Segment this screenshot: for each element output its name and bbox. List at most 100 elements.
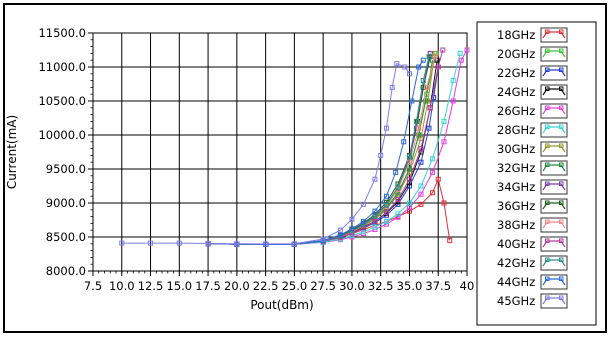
data-point-28ghz [429,156,435,162]
legend-swatch-marker [545,200,550,205]
legend-label: 36GHz [497,199,535,213]
legend-swatch-marker [559,200,564,205]
legend-swatch-marker [559,29,564,34]
legend-swatch-marker [559,181,564,186]
legend-swatch-line [542,259,566,267]
data-point-38ghz [424,84,430,90]
x-tick-label: 7.5 [84,279,102,293]
legend-swatch-line [542,183,566,191]
legend-swatch-marker [545,143,550,148]
series-line-45ghz [121,62,410,245]
legend-item-20ghz: 20GHz [497,46,568,62]
series-45ghz [119,61,412,247]
data-point-26ghz [458,57,464,63]
data-point-45ghz [148,240,154,246]
legend-item-40ghz: 40GHz [497,236,568,252]
data-point-28ghz [450,78,456,84]
data-point-42ghz [426,54,432,60]
legend-item-34ghz: 34GHz [497,179,568,195]
data-point-45ghz [119,240,125,246]
legend-swatch-marker [559,124,564,129]
legend-swatch-marker [559,86,564,91]
data-point-18ghz [418,201,424,207]
data-point-44ghz [360,218,366,224]
legend-item-26ghz: 26GHz [497,103,568,119]
data-point-45ghz [291,241,297,247]
legend-swatch-marker [559,295,564,300]
legend-item-36ghz: 36GHz [497,198,568,214]
data-point-44ghz [372,208,378,214]
data-point-28ghz [418,183,424,189]
y-tick-label: 11500.0 [38,26,86,40]
legend-swatch-marker [545,295,550,300]
data-point-26ghz [464,47,470,53]
legend-swatch-line [542,69,566,77]
legend-item-32ghz: 32GHz [497,160,568,176]
data-point-42ghz [395,184,401,190]
data-point-36ghz [420,84,426,90]
legend-label: 28GHz [497,123,535,137]
data-point-40ghz [360,225,366,231]
legend-swatch-line [542,50,566,58]
y-tick-label: 8500.0 [46,230,86,244]
legend-swatch-marker [559,238,564,243]
x-tick-label: 37.5 [425,279,451,293]
data-point-44ghz [409,98,415,104]
x-tick-label: 17.5 [195,279,221,293]
axis-labels: Pout(dBm) Current(mA) [5,115,314,312]
legend-label: 24GHz [497,85,535,99]
legend-label: 44GHz [497,275,535,289]
data-point-45ghz [320,236,326,242]
data-point-45ghz [263,241,269,247]
y-tick-label: 10000.0 [38,128,86,142]
legend-item-28ghz: 28GHz [497,122,568,138]
data-point-28ghz [395,211,401,217]
plot-area [92,32,468,272]
legend-swatch-marker [545,238,550,243]
x-axis-label: Pout(dBm) [250,298,313,312]
data-point-42ghz [420,78,426,84]
data-point-45ghz [402,64,408,70]
y-tick-label: 11000.0 [38,60,86,74]
data-point-45ghz [349,216,355,222]
legend-swatch-marker [559,143,564,148]
x-tick-label: 30.0 [339,279,365,293]
data-point-40ghz [395,197,401,203]
data-point-26ghz [395,214,401,220]
data-point-26ghz [450,98,456,104]
data-point-42ghz [413,118,419,124]
legend-item-22ghz: 22GHz [497,65,568,81]
legend-label: 45GHz [497,294,535,308]
data-point-18ghz [447,237,453,243]
legend-swatch-marker [545,105,550,110]
data-point-26ghz [429,169,435,175]
data-point-18ghz [429,190,435,196]
data-point-40ghz [406,176,412,182]
legend-item-44ghz: 44GHz [497,274,568,290]
data-point-26ghz [383,221,389,227]
data-point-40ghz [383,210,389,216]
data-point-30ghz [432,50,438,56]
legend-swatch-marker [545,162,550,167]
x-tick-label: 32.5 [368,279,394,293]
data-point-45ghz [372,176,378,182]
data-point-40ghz [418,146,424,152]
data-point-45ghz [378,152,384,158]
legend-swatch-line [542,88,566,96]
data-point-45ghz [205,240,211,246]
legend-swatch-line [542,145,566,153]
x-tick-label: 20.0 [224,279,250,293]
data-point-44ghz [383,193,389,199]
data-point-44ghz [349,226,355,232]
data-point-44ghz [416,64,422,70]
data-point-45ghz [389,84,395,90]
legend-swatch-line [542,31,566,39]
x-tick-label: 15.0 [167,279,193,293]
data-point-22ghz [395,201,401,207]
data-point-40ghz [372,218,378,224]
legend-item-18ghz: 18GHz [497,27,568,43]
data-point-45ghz [383,125,389,131]
legend-swatch-marker [545,124,550,129]
x-tick-label: 40 [460,279,475,293]
legend-swatch-marker [545,276,550,281]
